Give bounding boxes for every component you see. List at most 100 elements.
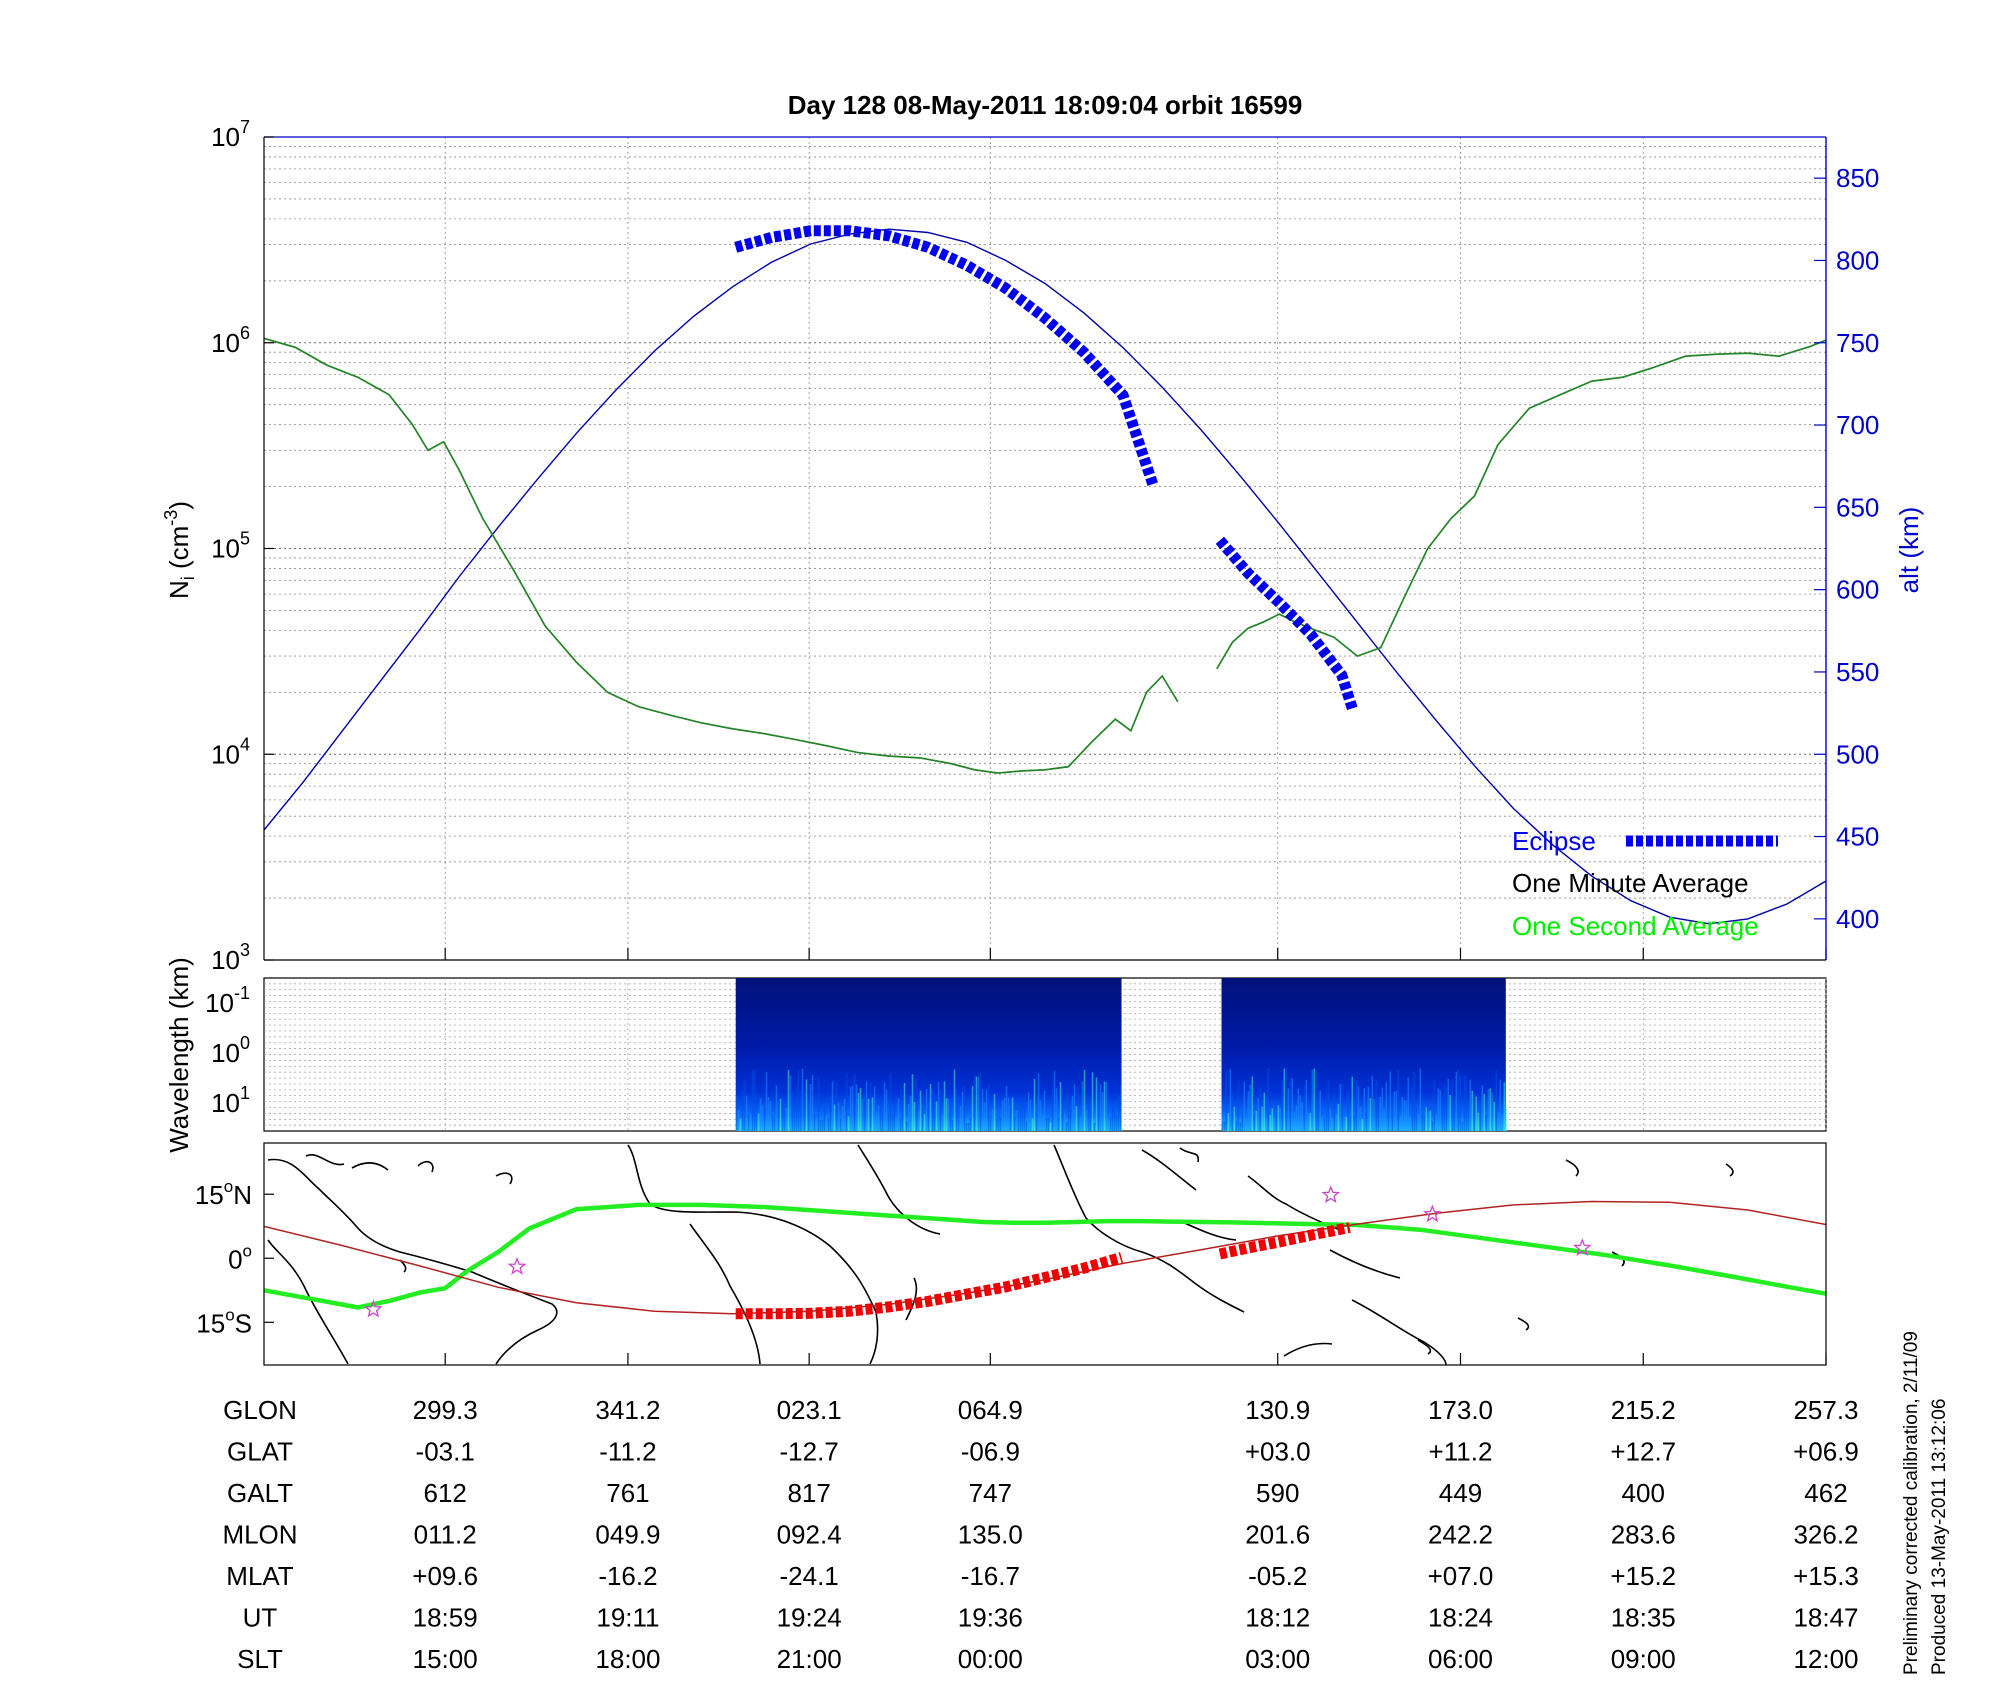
spectrogram-heatmap: [735, 978, 1508, 1131]
spectrogram-column: [1049, 1122, 1052, 1131]
altitude-tick-label: 600: [1836, 575, 1879, 605]
coastline-americas: [267, 1153, 558, 1365]
spectrogram-column: [1015, 1110, 1018, 1131]
track-star-markers: [363, 1185, 1592, 1318]
table-cell: -16.7: [961, 1561, 1020, 1591]
star-marker: [1572, 1238, 1592, 1256]
spectrogram-column: [773, 1118, 776, 1131]
spectrogram-column: [865, 1081, 868, 1131]
spectrogram-column: [1341, 1084, 1344, 1131]
spectrogram-column: [1249, 1084, 1252, 1131]
spectrogram-column: [1331, 1121, 1334, 1131]
spectrogram-column: [1381, 1087, 1384, 1131]
spectrogram-column: [1069, 1109, 1072, 1131]
spectrogram-column: [791, 1092, 794, 1131]
table-cell: 201.6: [1245, 1520, 1310, 1550]
table-cell: 326.2: [1793, 1520, 1858, 1550]
spectrogram-column: [1313, 1068, 1316, 1131]
eclipse-track-line: [735, 1222, 1351, 1320]
spectrogram-column: [863, 1092, 866, 1131]
spectrogram-column: [1005, 1086, 1008, 1131]
table-cell: +06.9: [1793, 1437, 1859, 1467]
spectrogram-column: [847, 1116, 850, 1131]
spectrogram-column: [801, 1068, 804, 1131]
spectrogram-column: [1359, 1106, 1362, 1131]
spectrogram-column: [963, 1086, 966, 1131]
table-cell: 283.6: [1611, 1520, 1676, 1550]
spectrogram-column: [811, 1075, 814, 1131]
spectrogram-column: [951, 1120, 954, 1131]
spectrogram-column: [1427, 1112, 1430, 1131]
spectrogram-column: [833, 1104, 836, 1131]
spectrogram-column: [997, 1115, 1000, 1131]
spectrogram-column: [971, 1086, 974, 1131]
spectrogram-column: [1257, 1097, 1260, 1131]
table-cell: 400: [1622, 1478, 1665, 1508]
spectrogram-column: [907, 1104, 910, 1131]
table-cell: 19:11: [596, 1603, 659, 1633]
spectrogram-column: [1225, 1070, 1228, 1131]
spectrogram-column: [1485, 1114, 1488, 1131]
table-row-label: GALT: [227, 1478, 293, 1508]
spectrogram-column: [815, 1121, 818, 1131]
spectrogram-column: [785, 1108, 788, 1131]
spectrogram-column: [905, 1121, 908, 1131]
spectrogram-column: [1061, 1087, 1064, 1131]
spectrogram-column: [935, 1101, 938, 1131]
coastline-africa: [627, 1144, 941, 1365]
spectrogram-column: [769, 1100, 772, 1131]
spectrogram-column: [1001, 1100, 1004, 1131]
eclipse-line: [734, 225, 1358, 712]
spectrogram-column: [1227, 1113, 1230, 1131]
spectrogram-column: [891, 1114, 894, 1131]
spectrogram-column: [1087, 1106, 1090, 1131]
spectrogram-column: [959, 1106, 962, 1131]
spectrogram-column: [1073, 1084, 1076, 1131]
spectrogram-column: [931, 1089, 934, 1131]
table-cell: 135.0: [958, 1520, 1023, 1550]
altitude-axis-label: alt (km): [1894, 507, 1924, 594]
spectrogram-column: [1493, 1101, 1496, 1131]
spectrogram-column: [1305, 1079, 1308, 1131]
table-cell: 12:00: [1793, 1644, 1858, 1674]
spectrogram-column: [1453, 1104, 1456, 1131]
spectrogram-column: [875, 1113, 878, 1131]
spectrogram-column: [1091, 1072, 1094, 1131]
table-cell: 215.2: [1611, 1395, 1676, 1425]
spectrogram-column: [799, 1090, 802, 1131]
spectrogram-column: [973, 1074, 976, 1131]
legend-eclipse-label: Eclipse: [1512, 826, 1596, 856]
spectrogram-column: [1111, 1102, 1114, 1131]
orbit-parameter-table: GLON 299.3 341.2 023.1 064.9 130.9 173.0 215.2 2…: [222, 1395, 1858, 1674]
spectrogram-column: [995, 1118, 998, 1131]
table-cell: 00:00: [958, 1644, 1023, 1674]
spectrogram-column: [757, 1113, 760, 1131]
table-cell: -12.7: [780, 1437, 839, 1467]
spectrogram-column: [1237, 1081, 1240, 1131]
spectrogram-column: [797, 1070, 800, 1131]
density-panel: 103 104 105 106 107 400 450 500 550 600 650 700 750…: [161, 117, 1924, 975]
spectrogram-column: [1375, 1080, 1378, 1131]
spectrogram-column: [789, 1075, 792, 1131]
spectrogram-column: [817, 1076, 820, 1131]
spectrogram-column: [1339, 1083, 1342, 1131]
spectrogram-column: [1245, 1119, 1248, 1131]
spectrogram-column: [857, 1093, 860, 1131]
spectrogram-column: [1377, 1105, 1380, 1131]
map-x-ticks: [444, 1353, 1827, 1365]
spectrogram-column: [877, 1105, 880, 1131]
spectrogram-column: [1235, 1120, 1238, 1131]
altitude-tick-label: 400: [1836, 904, 1879, 934]
spectrogram-y-tick-label: 101: [211, 1083, 250, 1118]
spectrogram-column: [1357, 1086, 1360, 1131]
spectrogram-column: [1399, 1116, 1402, 1131]
table-cell: -05.2: [1248, 1561, 1307, 1591]
spectrogram-column: [1101, 1092, 1104, 1131]
spectrogram-column: [1267, 1068, 1270, 1131]
spectrogram-column: [1039, 1100, 1042, 1131]
table-cell: +07.0: [1428, 1561, 1494, 1591]
spectrogram-column: [775, 1085, 778, 1131]
altitude-tick-label: 850: [1836, 163, 1879, 193]
spectrogram-column: [1251, 1076, 1254, 1131]
spectrogram-column: [1307, 1114, 1310, 1131]
